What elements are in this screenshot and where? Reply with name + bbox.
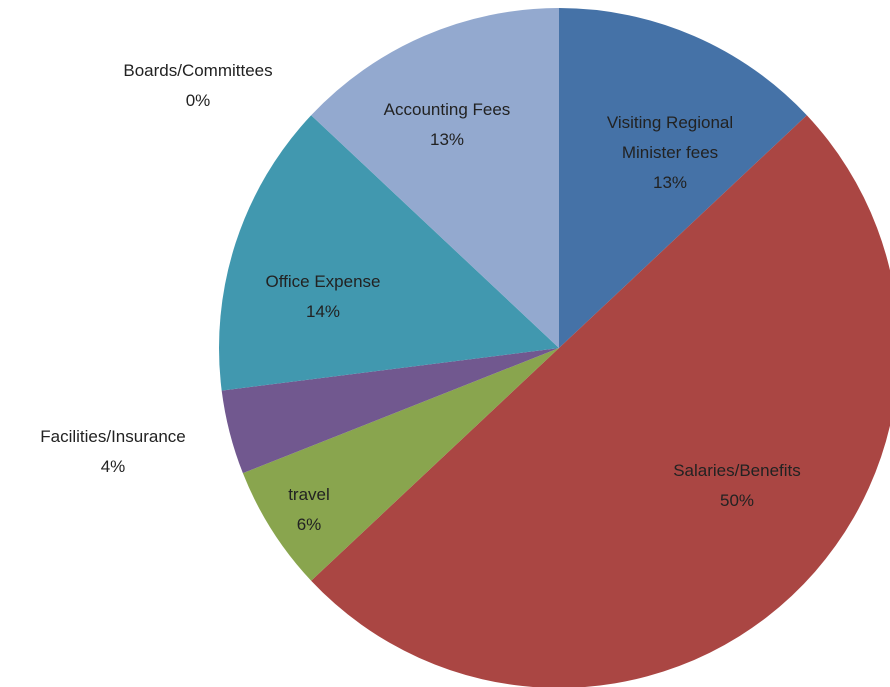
category-name: Accounting Fees [383,100,511,119]
category-name: Office Expense [265,272,381,291]
category-name: Visiting Regional Minister fees [606,113,734,162]
slice-label: Accounting Fees 13% [347,95,547,155]
category-name: Facilities/Insurance [40,427,186,446]
value-label: 13% [652,173,688,192]
slice-label: Salaries/Benefits 50% [637,456,837,516]
slice-label: Boards/Committees 0% [83,56,313,116]
value-label: 4% [100,457,126,476]
pie-slice [559,8,807,348]
pie-slice [221,348,559,474]
pie-slice [242,348,560,581]
value-label: 0% [185,91,211,110]
value-label: 13% [429,130,465,149]
pie-slice [311,115,890,687]
category-name: travel [288,485,330,504]
category-name: Boards/Committees [123,61,273,80]
slice-label: Facilities/Insurance 4% [3,422,223,482]
value-label: 14% [305,302,341,321]
pie-slice [311,8,559,348]
slice-label: travel 6% [209,480,409,540]
slice-label: Visiting Regional Minister fees 13% [595,108,745,198]
pie-slice [219,115,559,391]
value-label: 6% [296,515,322,534]
category-name: Salaries/Benefits [673,461,801,480]
slice-label: Office Expense 14% [223,267,423,327]
value-label: 50% [719,491,755,510]
